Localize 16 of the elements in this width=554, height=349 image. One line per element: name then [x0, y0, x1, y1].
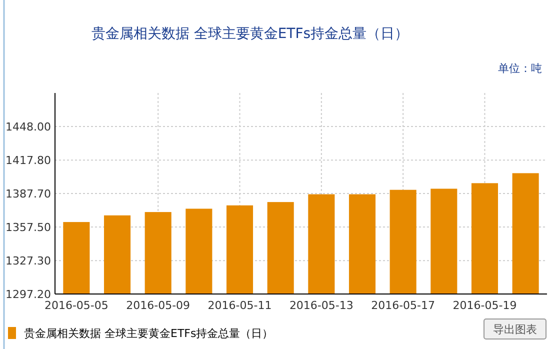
x-tick-label: 2016-05-13: [289, 299, 354, 312]
y-tick-label: 1448.00: [6, 120, 51, 134]
x-tick-label: 2016-05-11: [208, 299, 272, 312]
x-tick-label: 2016-05-09: [126, 299, 190, 312]
legend-label: 贵金属相关数据 全球主要黄金ETFs持金总量（日）: [24, 327, 274, 340]
y-tick-label: 1417.80: [6, 154, 51, 167]
y-tick-label: 1297.20: [6, 288, 51, 301]
export-button: 导出图表: [484, 318, 546, 340]
x-tick-label: 2016-05-05: [44, 299, 108, 312]
x-tick-label: 2016-05-19: [452, 299, 517, 312]
y-tick-label: 1387.70: [6, 187, 51, 200]
y-tick-label: 1327.30: [6, 254, 51, 268]
y-axis-title: 单位：吨: [498, 62, 542, 75]
y-tick-label: 1357.50: [6, 220, 51, 234]
chart-title: 贵金属相关数据 全球主要黄金ETFs持金总量（日）: [91, 26, 409, 42]
x-tick-label: 2016-05-17: [371, 299, 436, 312]
